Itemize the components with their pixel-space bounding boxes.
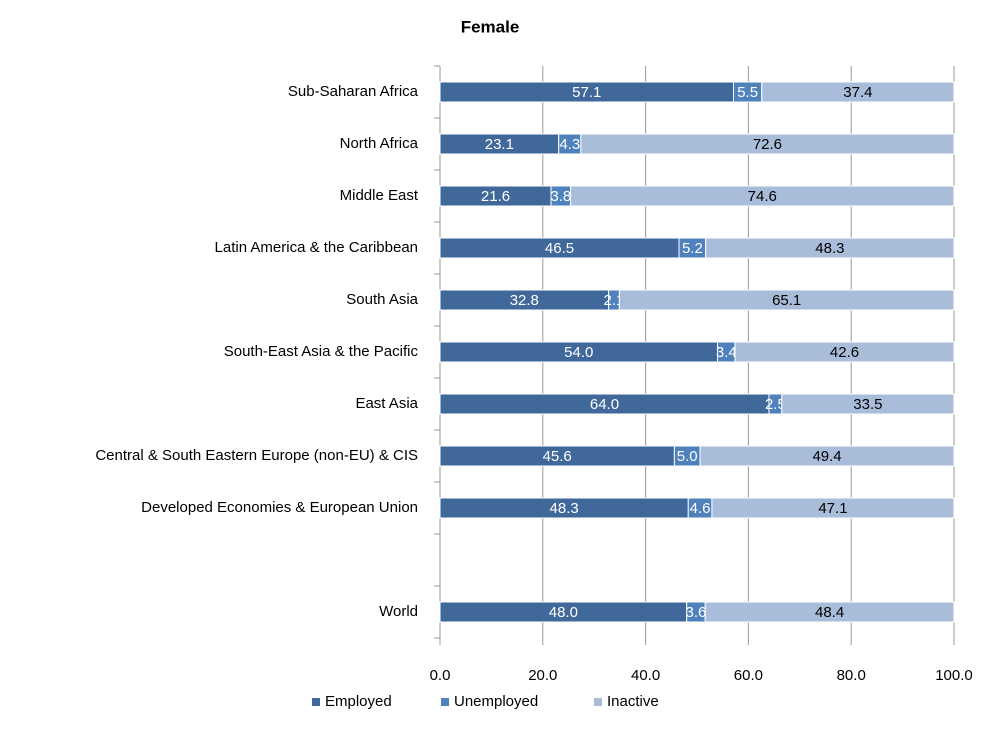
data-label: 54.0 bbox=[564, 344, 593, 361]
data-label: 42.6 bbox=[830, 344, 859, 361]
x-tick-label: 20.0 bbox=[528, 667, 557, 684]
data-label: 3.6 bbox=[686, 604, 707, 621]
data-label: 37.4 bbox=[843, 84, 872, 101]
data-label: 48.3 bbox=[815, 240, 844, 257]
y-tick-label: Developed Economies & European Union bbox=[141, 499, 418, 516]
data-label: 48.0 bbox=[549, 604, 578, 621]
y-tick-label: Middle East bbox=[340, 187, 419, 204]
data-label: 5.5 bbox=[737, 84, 758, 101]
chart-title: Female bbox=[461, 17, 520, 36]
data-label: 48.4 bbox=[815, 604, 844, 621]
x-tick-label: 0.0 bbox=[430, 667, 451, 684]
legend-swatch bbox=[312, 698, 320, 706]
bar-segment bbox=[570, 185, 955, 207]
data-label: 2.5 bbox=[765, 396, 786, 413]
x-tick-label: 100.0 bbox=[935, 667, 973, 684]
data-label: 47.1 bbox=[818, 500, 847, 517]
y-tick-label: Latin America & the Caribbean bbox=[215, 239, 418, 256]
data-label: 57.1 bbox=[572, 84, 601, 101]
bar-segment bbox=[580, 133, 955, 155]
data-label: 4.6 bbox=[690, 500, 711, 517]
x-tick-label: 80.0 bbox=[837, 667, 866, 684]
bar-segment bbox=[705, 237, 955, 259]
bar-segment bbox=[734, 341, 955, 363]
bar-segment bbox=[761, 81, 955, 103]
data-label: 3.8 bbox=[550, 188, 571, 205]
bar-segment bbox=[618, 289, 955, 311]
y-tick-label: Central & South Eastern Europe (non-EU) … bbox=[95, 447, 418, 464]
data-label: 3.4 bbox=[716, 344, 737, 361]
x-tick-label: 60.0 bbox=[734, 667, 763, 684]
data-label: 32.8 bbox=[510, 292, 539, 309]
data-label: 4.3 bbox=[559, 136, 580, 153]
data-label: 64.0 bbox=[590, 396, 619, 413]
y-tick-label: South-East Asia & the Pacific bbox=[224, 343, 419, 360]
legend-label: Employed bbox=[325, 693, 392, 710]
legend-swatch bbox=[594, 698, 602, 706]
legend-swatch bbox=[441, 698, 449, 706]
data-label: 72.6 bbox=[753, 136, 782, 153]
data-label: 48.3 bbox=[550, 500, 579, 517]
data-label: 45.6 bbox=[543, 448, 572, 465]
y-tick-label: World bbox=[379, 603, 418, 620]
data-label: 21.6 bbox=[481, 188, 510, 205]
bar-segment bbox=[781, 393, 955, 415]
y-tick-label: North Africa bbox=[340, 135, 419, 152]
bar-segment bbox=[699, 445, 955, 467]
data-label: 5.2 bbox=[682, 240, 703, 257]
y-tick-label: Sub-Saharan Africa bbox=[288, 83, 419, 100]
y-tick-label: South Asia bbox=[346, 291, 418, 308]
y-tick-label: East Asia bbox=[355, 395, 418, 412]
data-label: 33.5 bbox=[853, 396, 882, 413]
x-tick-label: 40.0 bbox=[631, 667, 660, 684]
data-label: 65.1 bbox=[772, 292, 801, 309]
data-label: 5.0 bbox=[677, 448, 698, 465]
data-label: 46.5 bbox=[545, 240, 574, 257]
data-label: 74.6 bbox=[748, 188, 777, 205]
data-label: 49.4 bbox=[812, 448, 841, 465]
legend-label: Unemployed bbox=[454, 693, 538, 710]
bar-segment bbox=[704, 601, 955, 623]
legend-label: Inactive bbox=[607, 693, 659, 710]
data-label: 23.1 bbox=[485, 136, 514, 153]
bar-segment bbox=[711, 497, 955, 519]
